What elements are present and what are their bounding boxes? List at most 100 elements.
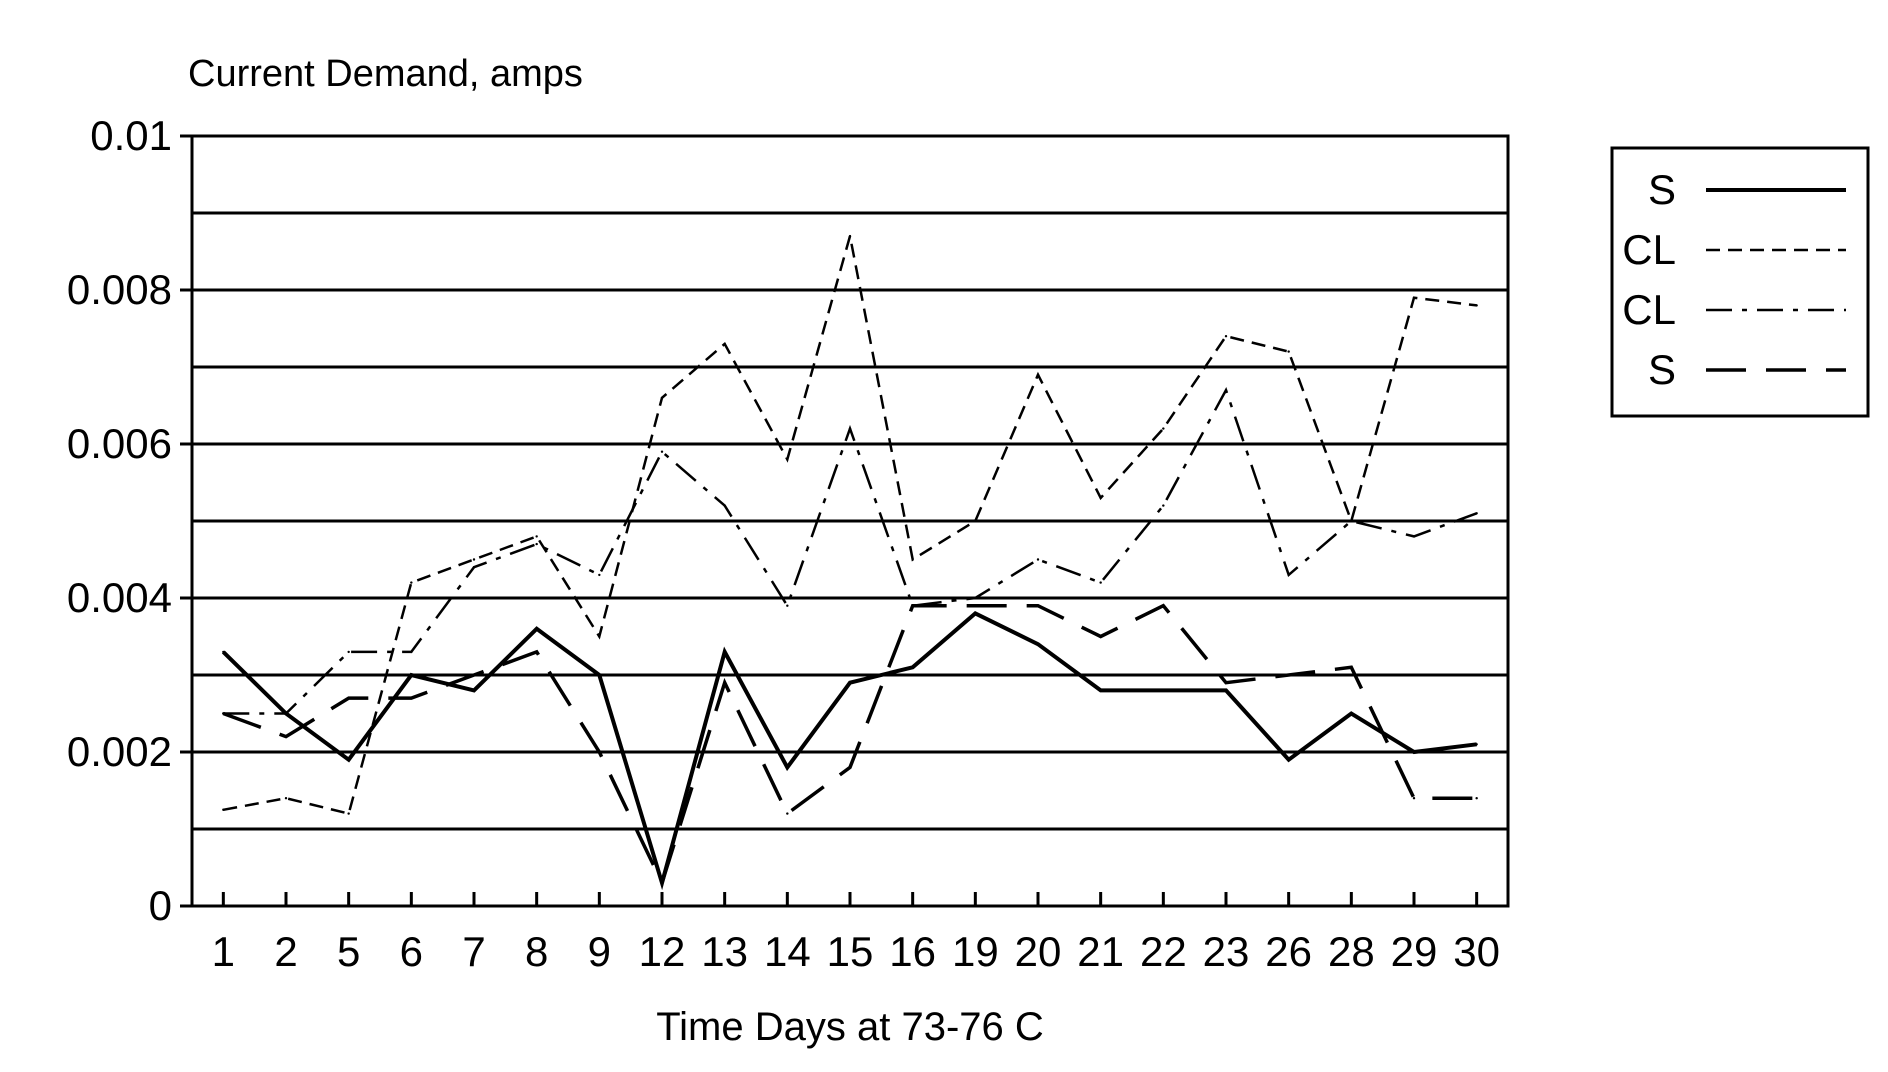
x-axis-label: Time Days at 73-76 C	[656, 1005, 1044, 1049]
x-tick-label: 7	[462, 928, 485, 975]
legend-label: CL	[1622, 286, 1676, 333]
data-point	[849, 682, 851, 684]
data-point	[1413, 751, 1415, 753]
data-point	[285, 712, 287, 714]
data-point	[1162, 605, 1164, 607]
x-tick-label: 1	[212, 928, 235, 975]
x-tick-label: 12	[639, 928, 686, 975]
data-point	[723, 651, 725, 653]
data-point	[410, 651, 412, 653]
data-point	[473, 558, 475, 560]
data-point	[911, 666, 913, 668]
data-point	[786, 605, 788, 607]
data-point	[222, 809, 224, 811]
data-point	[1225, 389, 1227, 391]
data-point	[473, 566, 475, 568]
data-point	[222, 712, 224, 714]
data-point	[723, 504, 725, 506]
x-tick-label: 5	[337, 928, 360, 975]
x-tick-label: 26	[1265, 928, 1312, 975]
data-point	[974, 520, 976, 522]
x-tick-label: 22	[1140, 928, 1187, 975]
x-tick-label: 19	[952, 928, 999, 975]
series-2	[222, 235, 1478, 815]
data-point	[1475, 304, 1477, 306]
data-point	[1287, 350, 1289, 352]
x-tick-label: 21	[1077, 928, 1124, 975]
data-point	[285, 735, 287, 737]
data-point	[1287, 674, 1289, 676]
data-point	[974, 612, 976, 614]
x-tick-label: 8	[525, 928, 548, 975]
x-tick-label: 9	[588, 928, 611, 975]
data-point	[410, 674, 412, 676]
data-point	[535, 628, 537, 630]
x-tick-label: 23	[1203, 928, 1250, 975]
data-point	[473, 689, 475, 691]
data-point	[911, 558, 913, 560]
data-point	[410, 697, 412, 699]
data-point	[598, 674, 600, 676]
series-line	[223, 606, 1476, 883]
data-point	[786, 458, 788, 460]
data-point	[974, 605, 976, 607]
data-point	[723, 343, 725, 345]
data-point	[1350, 666, 1352, 668]
data-point	[535, 651, 537, 653]
x-tick-label: 13	[701, 928, 748, 975]
data-point	[1037, 558, 1039, 560]
x-tick-label: 2	[274, 928, 297, 975]
data-point	[1350, 520, 1352, 522]
data-point	[473, 674, 475, 676]
x-tick-label: 15	[827, 928, 874, 975]
data-point	[1413, 297, 1415, 299]
data-point	[1162, 504, 1164, 506]
legend-label: S	[1648, 166, 1676, 213]
data-point	[1475, 512, 1477, 514]
data-point	[222, 651, 224, 653]
series-line	[223, 390, 1476, 713]
data-point	[786, 812, 788, 814]
data-point	[535, 543, 537, 545]
legend-label: S	[1648, 346, 1676, 393]
data-point	[1099, 581, 1101, 583]
data-point	[974, 597, 976, 599]
data-point	[1475, 797, 1477, 799]
data-point	[1287, 759, 1289, 761]
y-tick-label: 0	[149, 882, 172, 929]
data-point	[410, 581, 412, 583]
data-point	[849, 766, 851, 768]
data-point	[1225, 682, 1227, 684]
data-point	[661, 397, 663, 399]
y-tick-label: 0.008	[67, 266, 172, 313]
data-point	[1099, 689, 1101, 691]
data-point	[849, 427, 851, 429]
data-point	[1413, 797, 1415, 799]
data-point	[1037, 643, 1039, 645]
data-point	[285, 797, 287, 799]
series-line	[223, 613, 1476, 883]
data-point	[1162, 427, 1164, 429]
data-point	[1099, 635, 1101, 637]
data-point	[347, 759, 349, 761]
data-point	[1037, 605, 1039, 607]
series-4	[222, 605, 1478, 885]
data-point	[786, 766, 788, 768]
data-point	[1413, 535, 1415, 537]
data-point	[535, 535, 537, 537]
data-point	[347, 651, 349, 653]
y-tick-label: 0.006	[67, 420, 172, 467]
series-line	[223, 236, 1476, 814]
data-point	[661, 882, 663, 884]
data-point	[1225, 335, 1227, 337]
y-axis-ticks: 00.0020.0040.0060.0080.01	[67, 112, 192, 929]
x-tick-label: 14	[764, 928, 811, 975]
series-lines	[222, 235, 1478, 884]
data-point	[1099, 497, 1101, 499]
series-3	[222, 389, 1478, 715]
x-tick-label: 29	[1391, 928, 1438, 975]
data-point	[849, 235, 851, 237]
y-tick-label: 0.01	[90, 112, 172, 159]
data-point	[1475, 743, 1477, 745]
y-axis-label: Current Demand, amps	[188, 53, 583, 95]
